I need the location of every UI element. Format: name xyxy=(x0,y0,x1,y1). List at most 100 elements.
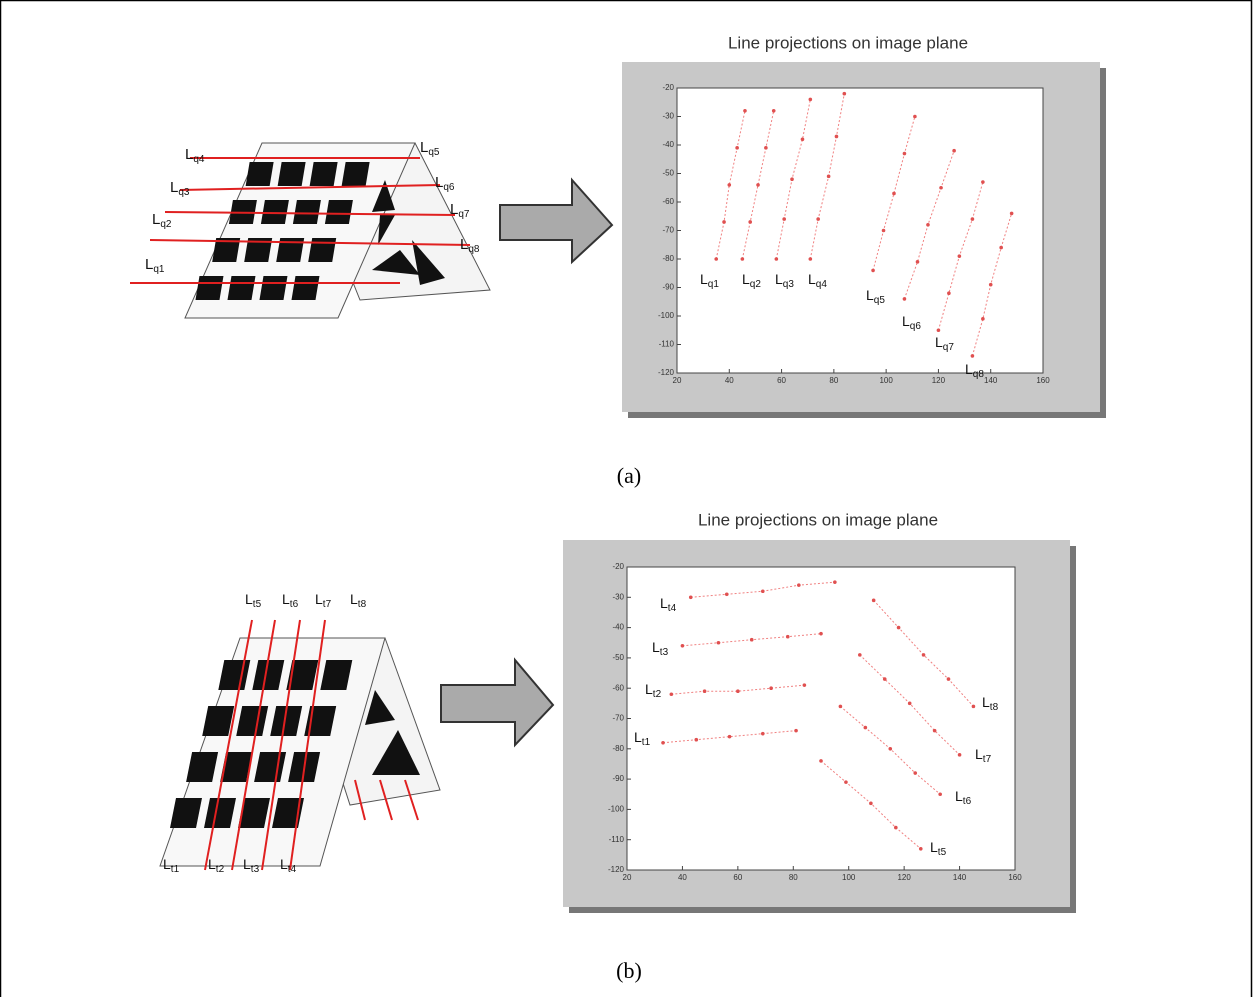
point xyxy=(947,677,951,681)
x-tick-label: 160 xyxy=(1008,873,1022,882)
label-sub: t3 xyxy=(660,647,669,658)
point xyxy=(926,223,930,227)
label-main: L xyxy=(185,146,193,163)
y-tick-label: -120 xyxy=(608,865,625,874)
point xyxy=(775,257,779,261)
point xyxy=(801,138,805,142)
point xyxy=(958,254,962,258)
y-tick-label: -20 xyxy=(612,562,624,571)
window xyxy=(342,162,370,186)
label-main: L xyxy=(280,856,288,872)
label-main: L xyxy=(435,174,443,191)
point xyxy=(782,217,786,221)
y-tick-label: -100 xyxy=(658,311,675,320)
window xyxy=(261,200,289,224)
point xyxy=(922,653,926,657)
y-tick-label: -50 xyxy=(612,653,624,662)
label-sub: q3 xyxy=(783,279,795,290)
point xyxy=(1010,212,1014,216)
window xyxy=(259,276,287,300)
y-tick-label: -110 xyxy=(659,340,675,349)
point xyxy=(903,152,907,156)
label-sub: t3 xyxy=(251,864,260,875)
point xyxy=(670,692,674,696)
plot: 20406080100120140160-20-30-40-50-60-70-8… xyxy=(622,62,1106,418)
point xyxy=(761,589,765,593)
figure: (a) (b) Line projections on image plane … xyxy=(0,0,1253,997)
label-sub: t5 xyxy=(938,847,947,858)
point xyxy=(908,702,912,706)
label-sub: q2 xyxy=(750,279,762,290)
point xyxy=(661,741,665,745)
point xyxy=(728,735,732,739)
x-tick-label: 20 xyxy=(673,376,682,385)
label-main: L xyxy=(163,856,171,872)
label-main: L xyxy=(902,313,910,329)
label-main: L xyxy=(700,271,708,287)
label-main: L xyxy=(350,591,358,607)
label-sub: q6 xyxy=(910,321,922,332)
point xyxy=(913,115,917,119)
point xyxy=(816,217,820,221)
label-sub: q8 xyxy=(973,369,985,380)
label-main: L xyxy=(152,211,160,228)
x-tick-label: 60 xyxy=(777,376,786,385)
point xyxy=(939,186,943,190)
point xyxy=(741,257,745,261)
point xyxy=(916,260,920,264)
y-tick-label: -110 xyxy=(609,835,625,844)
label-main: L xyxy=(982,694,990,710)
x-tick-label: 120 xyxy=(932,376,946,385)
label-sub: q1 xyxy=(153,264,165,275)
x-tick-label: 120 xyxy=(897,873,911,882)
point xyxy=(947,291,951,295)
x-tick-label: 40 xyxy=(678,873,687,882)
point xyxy=(913,771,917,775)
label-main: L xyxy=(243,856,251,872)
axes xyxy=(627,567,1015,870)
point xyxy=(894,826,898,830)
label-sub: q6 xyxy=(443,182,455,193)
point xyxy=(735,146,739,150)
point xyxy=(689,596,693,600)
y-tick-label: -40 xyxy=(612,623,624,632)
point xyxy=(999,246,1003,250)
point xyxy=(952,149,956,153)
point xyxy=(772,109,776,113)
label-main: L xyxy=(955,788,963,804)
point xyxy=(819,632,823,636)
label-main: L xyxy=(282,591,290,607)
label-sub: t2 xyxy=(653,689,662,700)
x-tick-label: 100 xyxy=(842,873,856,882)
label-main: L xyxy=(965,361,973,377)
caption: (b) xyxy=(616,958,642,983)
x-tick-label: 20 xyxy=(623,873,632,882)
label-main: L xyxy=(975,746,983,762)
label-sub: q7 xyxy=(943,342,955,353)
point xyxy=(714,257,718,261)
point xyxy=(803,683,807,687)
point xyxy=(971,217,975,221)
y-tick-label: -70 xyxy=(612,714,624,723)
point xyxy=(761,732,765,736)
label-sub: t6 xyxy=(963,796,972,807)
y-tick-label: -100 xyxy=(608,805,625,814)
plot-title: Line projections on image plane xyxy=(728,33,968,52)
label-sub: q2 xyxy=(160,219,172,230)
label-sub: q5 xyxy=(874,295,886,306)
label-main: L xyxy=(645,681,653,697)
label-main: L xyxy=(460,236,468,253)
label-main: L xyxy=(775,271,783,287)
point xyxy=(843,92,847,96)
point xyxy=(835,135,839,139)
window xyxy=(278,162,306,186)
label-sub: q8 xyxy=(468,244,480,255)
point xyxy=(717,641,721,645)
label-main: L xyxy=(145,256,153,273)
point xyxy=(790,177,794,181)
label-main: L xyxy=(315,591,323,607)
label-sub: t1 xyxy=(642,737,651,748)
window xyxy=(291,276,319,300)
page: {"figure_a": { "diagram_labels": [{"main… xyxy=(0,0,1253,997)
label-main: L xyxy=(930,839,938,855)
